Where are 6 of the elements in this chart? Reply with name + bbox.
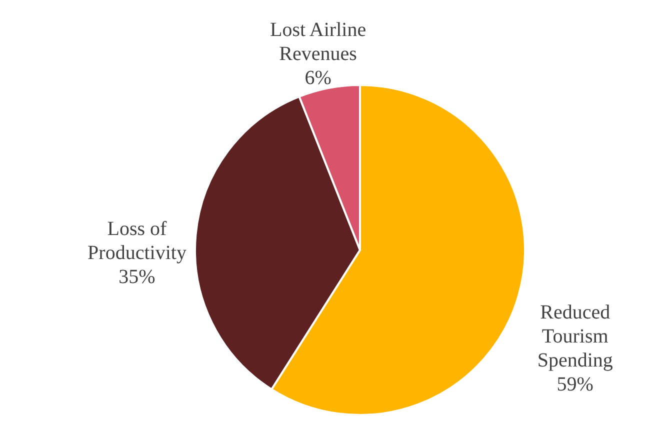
data-label: 6% xyxy=(304,66,332,89)
data-label: 59% xyxy=(556,373,594,396)
slice-label: Loss of Productivity xyxy=(88,218,186,264)
data-label: 35% xyxy=(118,266,156,288)
slice-label: Reduced Tourism Spending xyxy=(537,301,613,372)
slice-label: Lost Airline Revenues xyxy=(270,18,366,65)
